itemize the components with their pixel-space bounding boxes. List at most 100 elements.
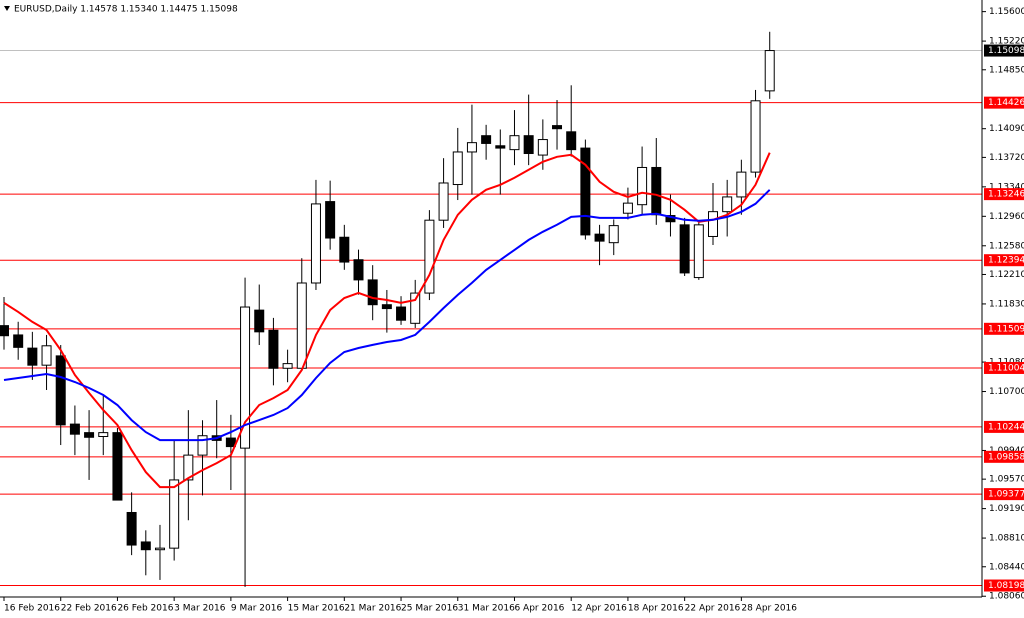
candle-body — [13, 334, 24, 348]
level-label-box — [984, 254, 1024, 267]
y-tick-label: 1.14090 — [989, 124, 1024, 134]
candle-body — [353, 259, 364, 281]
candle-body — [566, 131, 577, 151]
level-label-box — [984, 420, 1024, 433]
level-label: 1.15098 — [988, 46, 1024, 56]
level-label: 1.11509 — [988, 324, 1024, 334]
candle-body — [608, 225, 619, 244]
x-tick-label: 9 Mar 2016 — [231, 604, 283, 614]
y-tick-label: 1.08060 — [989, 592, 1024, 602]
level-label-box — [984, 579, 1024, 592]
candle-body — [622, 202, 633, 214]
candle-body — [112, 432, 123, 501]
y-tick-label: 1.10700 — [989, 387, 1024, 397]
y-tick-label: 1.09190 — [989, 504, 1024, 514]
candle-body — [296, 282, 307, 369]
candle-body — [240, 306, 251, 449]
candle-body — [84, 432, 95, 438]
level-label: 1.08198 — [988, 581, 1024, 591]
y-tick-label: 1.15220 — [989, 37, 1024, 47]
candle-body — [396, 306, 407, 321]
candle-body — [693, 224, 704, 279]
candle-body — [452, 151, 463, 186]
candle-body — [552, 125, 563, 130]
y-tick-label: 1.09570 — [989, 475, 1024, 485]
candle-body — [154, 547, 165, 551]
level-label-box — [984, 450, 1024, 463]
candle-body — [197, 435, 208, 456]
x-tick-label: 25 Mar 2016 — [401, 604, 458, 614]
level-label-box — [984, 488, 1024, 501]
candle-body — [41, 345, 52, 366]
level-label: 1.12394 — [988, 256, 1024, 266]
x-tick-label: 28 Apr 2016 — [741, 604, 797, 614]
candle-body — [580, 147, 591, 236]
candle-body — [594, 233, 605, 242]
candle-body — [0, 325, 9, 337]
y-tick-label: 1.08810 — [989, 534, 1024, 544]
candle-body — [750, 100, 761, 173]
x-tick-label: 26 Feb 2016 — [117, 604, 173, 614]
y-tick-label: 1.15600 — [989, 7, 1024, 17]
candle-body — [651, 166, 662, 216]
candle-body — [339, 236, 350, 263]
level-label: 1.09377 — [988, 490, 1024, 500]
x-tick-label: 16 Feb 2016 — [4, 604, 60, 614]
candle-body — [169, 479, 180, 549]
candle-body — [736, 171, 747, 198]
candle-body — [381, 304, 392, 310]
y-tick-label: 1.11830 — [989, 299, 1024, 309]
x-tick-label: 21 Mar 2016 — [344, 604, 401, 614]
candle-body — [126, 511, 137, 546]
y-tick-label: 1.13720 — [989, 153, 1024, 163]
y-tick-label: 1.12960 — [989, 212, 1024, 222]
x-tick-label: 31 Mar 2016 — [458, 604, 515, 614]
candle-body — [679, 224, 690, 274]
x-tick-label: 3 Mar 2016 — [174, 604, 226, 614]
candle-body — [310, 203, 321, 284]
x-tick-label: 18 Apr 2016 — [628, 604, 684, 614]
candle-body — [537, 139, 548, 156]
candle-body — [523, 135, 534, 155]
candle-body — [495, 145, 506, 149]
x-tick-label: 22 Feb 2016 — [61, 604, 117, 614]
candle-body — [410, 292, 421, 324]
candle-body — [764, 50, 775, 92]
plot-area — [0, 31, 982, 587]
candle-body — [183, 454, 194, 481]
collapse-icon — [4, 6, 10, 11]
level-label-box — [984, 322, 1024, 335]
candle-body — [509, 135, 520, 151]
candle-body — [424, 219, 435, 294]
candle-body — [708, 211, 718, 237]
level-label: 1.13246 — [988, 190, 1024, 200]
level-label-box — [984, 361, 1024, 374]
x-tick-label: 15 Mar 2016 — [288, 604, 345, 614]
candle-body — [722, 196, 733, 213]
level-label-box — [984, 96, 1024, 109]
candle-body — [438, 182, 449, 221]
level-label: 1.11004 — [988, 363, 1024, 373]
candle-body — [268, 329, 279, 369]
y-tick-label: 1.12210 — [989, 270, 1024, 280]
candle-body — [254, 309, 265, 333]
x-tick-label: 6 Apr 2016 — [514, 604, 564, 614]
x-tick-label: 12 Apr 2016 — [571, 604, 627, 614]
candle-body — [282, 363, 293, 369]
level-label: 1.09858 — [988, 452, 1024, 462]
y-tick-label: 1.14850 — [989, 65, 1024, 75]
y-tick-label: 1.12580 — [989, 241, 1024, 251]
candle-body — [69, 423, 80, 435]
candle-body — [367, 279, 378, 306]
candle-body — [27, 347, 38, 366]
moving-average-line — [3, 152, 771, 489]
candle-body — [466, 142, 477, 153]
level-label: 1.14426 — [988, 98, 1024, 108]
candle-body — [140, 541, 151, 551]
candle-body — [55, 355, 66, 426]
candle-body — [481, 135, 492, 144]
candle-body — [98, 432, 109, 438]
level-label: 1.10244 — [988, 422, 1024, 432]
